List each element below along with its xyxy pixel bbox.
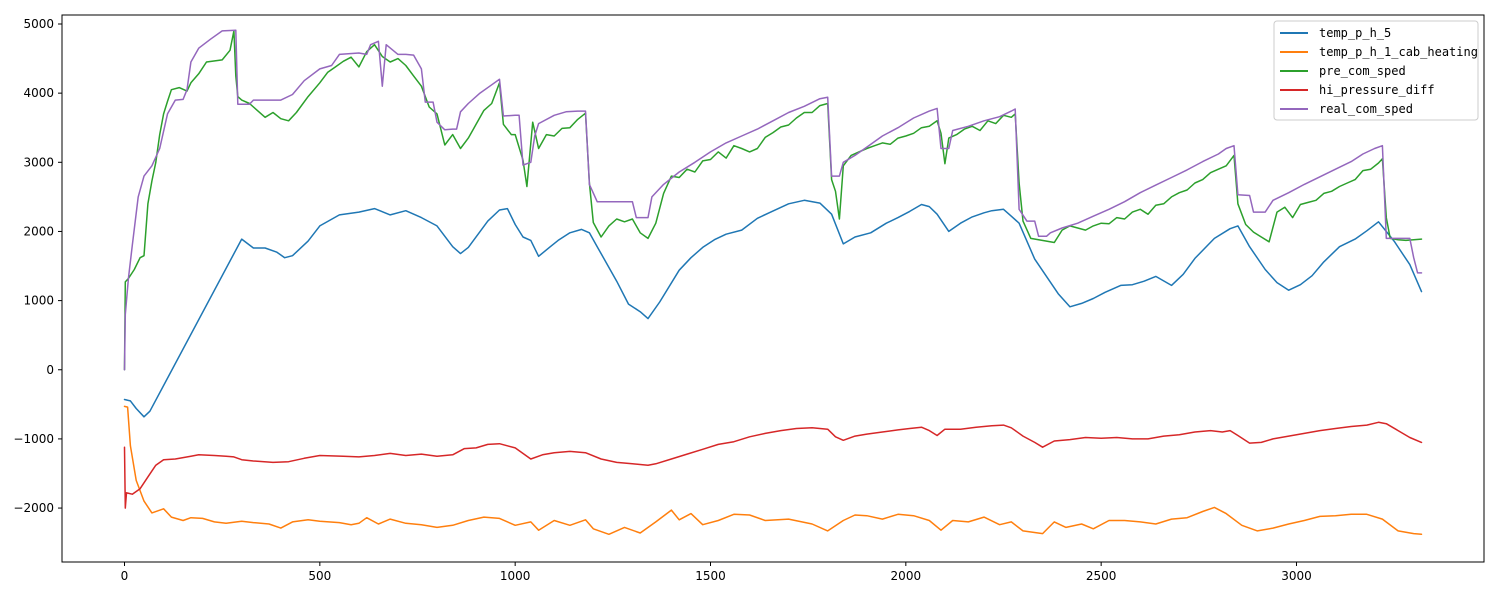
axes-frame [61,14,1485,563]
x-tick-label: 500 [308,569,331,583]
series-layer [123,29,1423,536]
x-tick-label: 3000 [1281,569,1312,583]
x-tick-label: 0 [121,569,129,583]
tick-layer: 0 500 1000 1500 2000 2500 3000 −2000 −1000 0 1000 2… [13,17,1311,583]
series-line-0 [123,199,1423,418]
series-line-3 [123,421,1423,509]
legend-label-1: temp_p_h_1_cab_heating [1319,45,1478,59]
y-tick-label: 4000 [23,86,54,100]
y-tick-label: 3000 [23,155,54,169]
legend-label-0: temp_p_h_5 [1319,26,1391,40]
y-tick-label: 5000 [23,17,54,31]
x-tick-label: 2000 [891,569,922,583]
x-tick-label: 2500 [1086,569,1117,583]
y-tick-label: −1000 [13,432,54,446]
y-tick-label: 1000 [23,294,54,308]
y-tick-label: 0 [46,363,54,377]
legend-box [1273,20,1479,121]
x-tick-label: 1000 [500,569,531,583]
y-tick-label: 2000 [23,224,54,238]
legend: temp_p_h_5 temp_p_h_1_cab_heating pre_com_… [1273,20,1479,121]
series-line-1 [123,405,1423,536]
x-tick-label: 1500 [695,569,726,583]
legend-label-3: hi_pressure_diff [1319,83,1435,97]
series-line-4 [123,29,1423,371]
legend-items: temp_p_h_5 temp_p_h_1_cab_heating pre_com_… [1280,26,1478,116]
legend-label-4: real_com_sped [1319,102,1413,116]
series-line-2 [123,30,1423,371]
legend-label-2: pre_com_sped [1319,64,1406,78]
y-tick-label: −2000 [13,501,54,515]
